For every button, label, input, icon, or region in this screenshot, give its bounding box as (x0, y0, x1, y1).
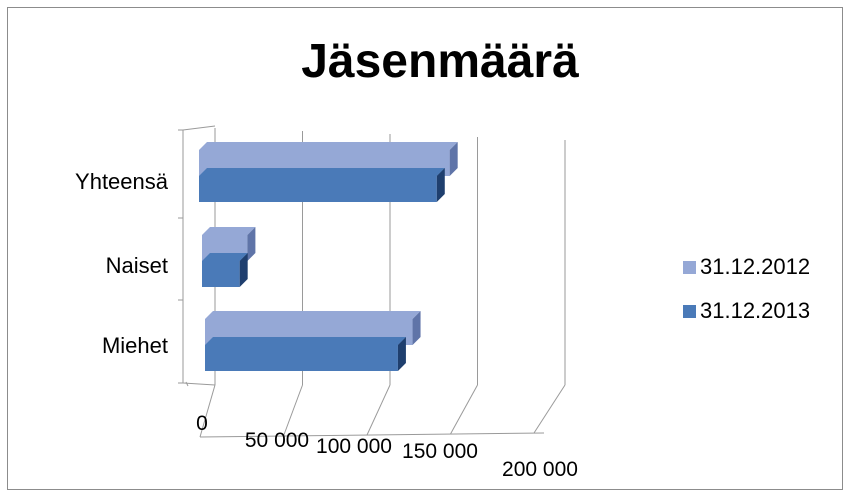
bar-side (449, 142, 458, 176)
category-label: Miehet (102, 333, 168, 358)
bar (205, 345, 398, 371)
x-tick-label: 150 000 (402, 440, 478, 463)
floor-gridline (283, 384, 303, 437)
bar (199, 176, 437, 202)
bar-top (205, 337, 406, 345)
bar-top (202, 253, 248, 261)
x-tick-label: 0 (196, 412, 208, 435)
legend-label: 31.12.2013 (700, 298, 810, 323)
chart-frame (7, 7, 843, 490)
category-labels: Miehet Naiset Yhteensä (75, 169, 169, 358)
category-label: Yhteensä (75, 169, 169, 194)
bar-side (397, 337, 406, 371)
wall-top-edge (182, 125, 216, 131)
legend: 31.12.2012 31.12.2013 (683, 254, 810, 323)
bar-side (412, 311, 421, 345)
legend-swatch (683, 261, 696, 274)
floor-edge (185, 381, 189, 387)
legend-swatch (683, 305, 696, 318)
bar-top (199, 142, 458, 150)
bar-side (247, 227, 256, 261)
bar-top (199, 168, 445, 176)
bar (202, 261, 240, 287)
x-tick-label: 200 000 (502, 458, 578, 481)
floor-front-edge (199, 432, 545, 438)
category-label: Naiset (106, 253, 168, 278)
x-axis-ticks: 0 50 000 100 000 150 000 200 000 (196, 412, 578, 481)
bar-top (205, 311, 421, 319)
x-tick-label: 50 000 (245, 429, 309, 452)
chart-title: Jäsenmäärä (301, 35, 579, 88)
floor-gridline (450, 384, 478, 435)
x-tick-label: 100 000 (316, 435, 392, 458)
legend-label: 31.12.2012 (700, 254, 810, 279)
floor-gridline (199, 384, 216, 438)
bar-top (202, 227, 256, 235)
bar-side (436, 168, 445, 202)
bar-side (239, 253, 248, 287)
floor-gridline (366, 384, 391, 436)
floor-gridline (533, 384, 566, 434)
bars (199, 142, 458, 371)
floor-left-edge (182, 382, 216, 386)
